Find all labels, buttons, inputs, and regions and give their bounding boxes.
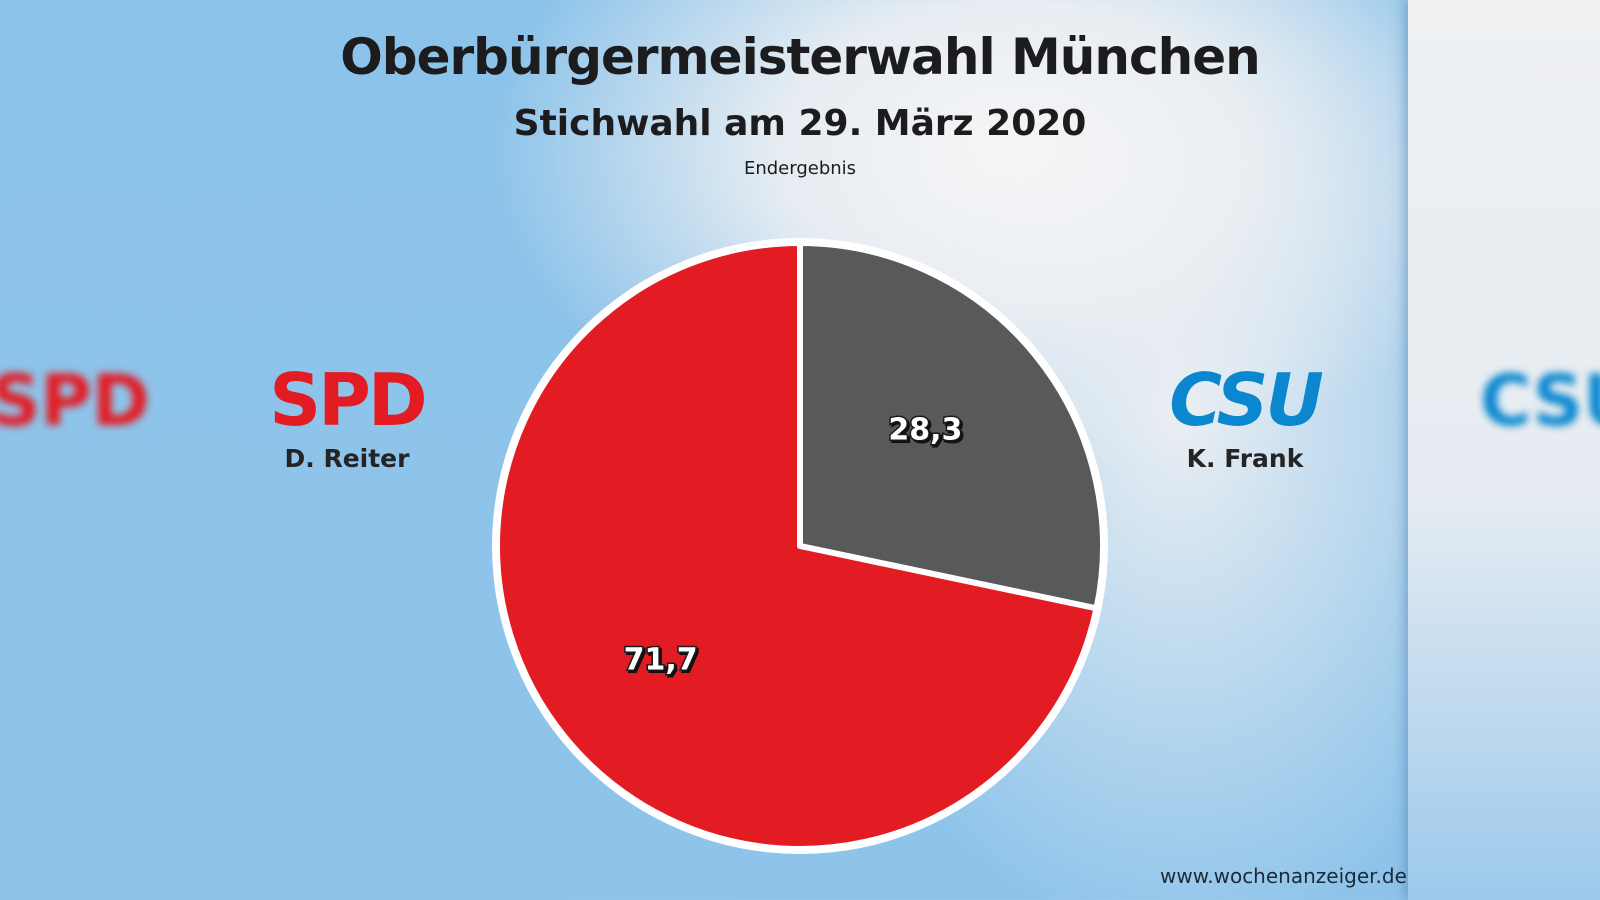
pie-slice-csu: [797, 240, 1106, 612]
blurred-background-panel: [1408, 0, 1600, 900]
csu-candidate: K. Frank: [1186, 444, 1304, 473]
chart-subtitle: Stichwahl am 29. März 2020: [513, 103, 1087, 144]
csu-logo: CSU: [1169, 358, 1324, 442]
legend-csu: CSU K. Frank: [1169, 358, 1324, 473]
chart-note: Endergebnis: [743, 158, 857, 179]
chart-title: Oberbürgermeisterwahl München: [340, 28, 1260, 86]
spd-logo: SPD: [269, 358, 427, 442]
spd-candidate: D. Reiter: [284, 444, 410, 473]
blurred-spd-logo: SPD: [0, 360, 150, 442]
pie-slice-spd: [494, 240, 1100, 852]
blurred-csu-logo: CSU: [1480, 360, 1600, 442]
data-label-spd: 71,7: [624, 643, 698, 678]
data-label-csu: 28,3: [888, 412, 962, 447]
source-link: www.wochenanzeiger.de: [1160, 864, 1407, 888]
legend-spd: SPD D. Reiter: [269, 358, 427, 473]
